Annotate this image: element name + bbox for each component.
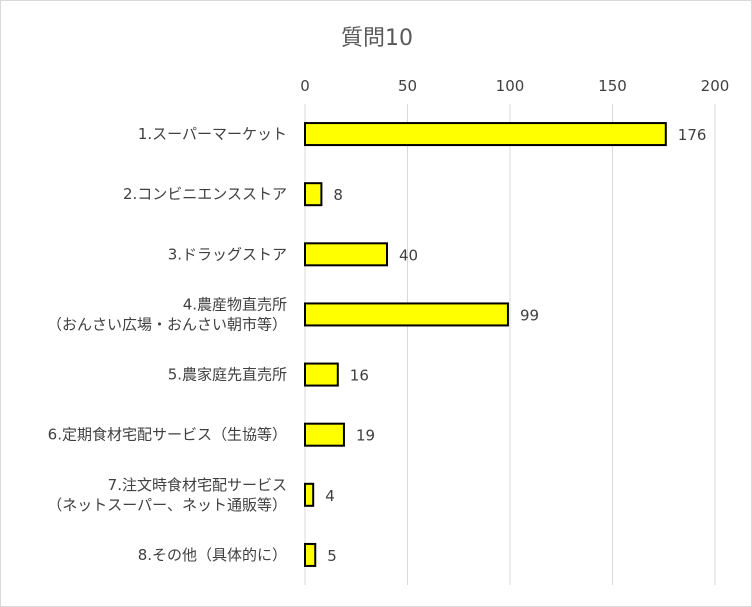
bar bbox=[304, 182, 323, 207]
category-label: 5.農家庭先直売所 bbox=[168, 366, 287, 384]
data-label: 4 bbox=[325, 487, 335, 505]
chart-title: 質問10 bbox=[341, 26, 413, 51]
category-labels: 1.スーパーマーケット 2.コンビニエンスストア 3.ドラッグストア 4.農産物直売所… bbox=[47, 125, 287, 564]
bar bbox=[304, 542, 317, 567]
data-label: 176 bbox=[678, 126, 707, 144]
x-tick-label: 200 bbox=[701, 77, 730, 95]
data-labels: 176 8 40 99 16 19 4 5 bbox=[325, 126, 706, 565]
bar bbox=[304, 362, 339, 387]
category-label: 4.農産物直売所 bbox=[183, 295, 287, 313]
x-tick-label: 0 bbox=[300, 77, 310, 95]
category-label: 8.その他（具体的に） bbox=[138, 546, 287, 564]
data-label: 40 bbox=[399, 246, 418, 264]
x-axis-ticks: 0 50 100 150 200 bbox=[300, 77, 729, 95]
category-label: 3.ドラッグストア bbox=[168, 245, 287, 263]
category-label: 7.注文時食材宅配サービス bbox=[108, 476, 287, 494]
category-label: （おんさい広場・おんさい朝市等） bbox=[47, 315, 287, 333]
gridlines bbox=[407, 104, 716, 585]
bars bbox=[304, 122, 667, 567]
bar bbox=[304, 302, 509, 327]
category-label: 6.定期食材宅配サービス（生協等） bbox=[48, 426, 287, 444]
category-label: 1.スーパーマーケット bbox=[138, 125, 287, 143]
x-tick-label: 50 bbox=[398, 77, 417, 95]
data-label: 8 bbox=[333, 186, 343, 204]
bar bbox=[304, 122, 667, 147]
x-tick-label: 100 bbox=[496, 77, 525, 95]
bar bbox=[304, 242, 388, 267]
x-tick-label: 150 bbox=[598, 77, 627, 95]
data-label: 19 bbox=[356, 427, 375, 445]
category-label: （ネットスーパー、ネット通販等） bbox=[47, 496, 287, 514]
data-label: 99 bbox=[520, 306, 539, 324]
category-label: 2.コンビニエンスストア bbox=[123, 185, 287, 203]
bar bbox=[304, 422, 345, 447]
data-label: 16 bbox=[350, 367, 369, 385]
bar bbox=[304, 482, 315, 507]
data-label: 5 bbox=[327, 547, 337, 565]
